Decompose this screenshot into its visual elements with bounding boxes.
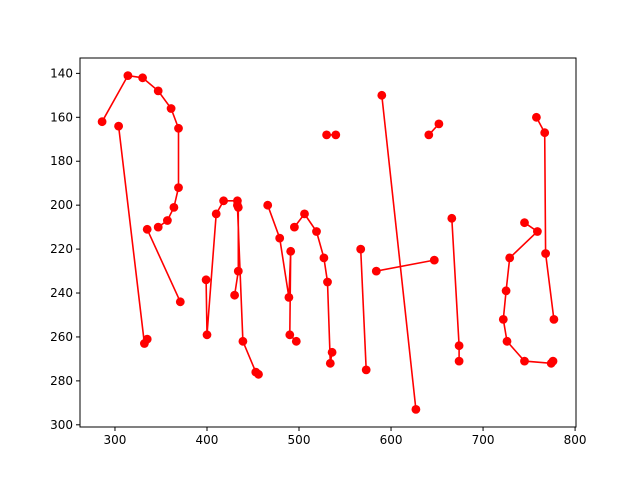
data-point — [548, 356, 558, 366]
data-point — [377, 90, 387, 100]
series-line — [146, 228, 182, 303]
data-point — [233, 266, 243, 276]
data-point — [371, 266, 381, 276]
data-point — [175, 297, 185, 307]
data-point — [454, 341, 464, 351]
y-tick-label: 200 — [50, 198, 73, 212]
series-line — [535, 116, 555, 320]
series-line — [101, 74, 180, 228]
data-point — [163, 216, 172, 225]
y-tick-label: 180 — [50, 154, 73, 168]
data-point — [533, 227, 542, 236]
data-point — [434, 119, 444, 129]
data-point — [411, 405, 421, 414]
data-point — [502, 336, 512, 346]
data-point — [263, 200, 273, 210]
data-point — [532, 112, 541, 122]
data-point — [291, 336, 301, 346]
data-point — [275, 233, 285, 243]
data-point — [238, 336, 248, 346]
data-point — [505, 253, 515, 263]
data-point — [356, 244, 366, 254]
data-point — [520, 218, 529, 228]
data-point — [142, 334, 152, 344]
series-line — [376, 259, 435, 272]
data-point — [429, 255, 439, 265]
series-line — [381, 95, 417, 410]
data-point — [501, 286, 511, 296]
x-tick-label: 500 — [288, 433, 311, 447]
data-point — [323, 277, 332, 287]
data-point — [319, 253, 329, 263]
data-point — [520, 356, 529, 366]
y-tick-label: 240 — [50, 286, 73, 300]
data-point — [97, 117, 107, 127]
x-tick-label: 700 — [472, 433, 495, 447]
data-point — [325, 358, 335, 368]
data-point — [254, 369, 263, 379]
plot-markers — [97, 71, 559, 414]
data-point — [153, 222, 163, 232]
data-point — [153, 86, 163, 96]
x-axis: 300 400 500 600 700 800 — [104, 427, 587, 447]
data-point — [549, 315, 559, 324]
data-point — [201, 275, 211, 285]
data-point — [322, 130, 331, 140]
data-point — [327, 347, 337, 357]
y-tick-label: 280 — [50, 374, 73, 388]
data-point — [169, 203, 179, 212]
x-tick-label: 400 — [196, 433, 219, 447]
data-point — [174, 123, 183, 133]
data-point — [123, 71, 133, 80]
data-point — [114, 121, 123, 131]
data-point — [211, 209, 221, 219]
data-point — [424, 130, 434, 140]
data-point — [138, 73, 148, 83]
series-line — [359, 249, 367, 370]
data-point — [541, 249, 550, 258]
data-point — [285, 330, 295, 340]
data-point — [454, 356, 464, 366]
data-point — [284, 293, 294, 302]
data-point — [312, 227, 321, 236]
y-tick-label: 140 — [50, 66, 73, 80]
data-point — [290, 222, 299, 232]
data-point — [166, 104, 176, 113]
data-point — [202, 330, 212, 340]
data-point — [219, 196, 229, 206]
data-point — [447, 213, 457, 223]
y-axis: 140 160 180 200 220 240 260 280 300 — [50, 66, 80, 432]
data-point — [230, 290, 240, 300]
data-point — [300, 209, 309, 219]
x-tick-label: 600 — [380, 433, 403, 447]
x-tick-label: 800 — [564, 433, 587, 447]
plot-frame — [79, 57, 577, 428]
x-tick-label: 300 — [104, 433, 127, 447]
y-tick-label: 260 — [50, 330, 73, 344]
data-point — [540, 128, 550, 138]
y-tick-label: 160 — [50, 110, 73, 124]
y-tick-label: 300 — [50, 418, 73, 432]
data-point — [233, 200, 242, 210]
data-point — [361, 365, 371, 375]
series-line — [205, 200, 240, 335]
data-point — [498, 315, 508, 324]
data-point — [142, 224, 152, 234]
y-tick-label: 220 — [50, 242, 73, 256]
data-point — [174, 183, 183, 193]
data-point — [286, 246, 296, 256]
data-point — [331, 130, 341, 140]
